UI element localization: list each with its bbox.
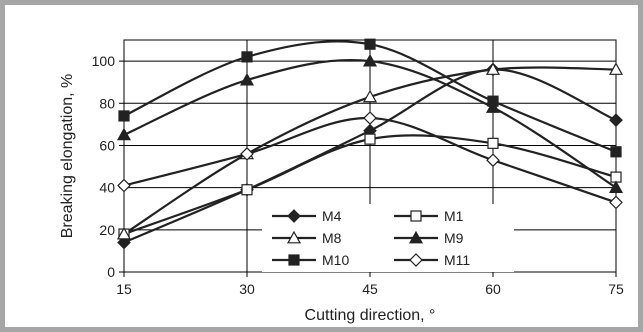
- legend-label-m10: M10: [322, 252, 349, 268]
- x-axis-title: Cutting direction, °: [305, 307, 436, 324]
- legend-marker-m1: [410, 210, 422, 222]
- y-tick-label: 40: [99, 180, 115, 196]
- legend-label-m11: M11: [444, 252, 470, 268]
- legend-marker-m4: [287, 209, 301, 223]
- data-point-m11: [486, 153, 500, 168]
- y-axis-title: Breaking elongation, %: [59, 74, 76, 239]
- data-point-m10: [364, 38, 376, 50]
- x-tick-label: 30: [239, 281, 255, 297]
- x-tick-label: 45: [362, 281, 378, 297]
- legend-marker-m8: [286, 230, 302, 244]
- data-point-m8: [485, 62, 501, 75]
- x-tick-label: 15: [116, 281, 132, 297]
- legend-label-m4: M4: [322, 208, 342, 224]
- y-tick-label: 20: [99, 222, 115, 238]
- legend-label-m1: M1: [444, 208, 464, 224]
- y-tick-label: 100: [92, 53, 116, 69]
- legend-marker-m10: [288, 254, 300, 266]
- data-point-m9: [608, 180, 624, 194]
- data-point-m11: [609, 195, 623, 210]
- y-tick-label: 0: [107, 264, 115, 280]
- data-point-m9: [362, 53, 378, 67]
- legend-label-m8: M8: [322, 230, 342, 246]
- data-point-m9: [239, 72, 255, 86]
- data-point-m1: [364, 133, 376, 145]
- data-point-m8: [608, 62, 624, 75]
- data-point-m9: [485, 100, 501, 113]
- data-point-m11: [240, 147, 254, 161]
- y-tick-label: 80: [99, 95, 115, 111]
- data-point-m9: [116, 127, 132, 141]
- data-point-m11: [117, 178, 131, 193]
- y-tick-label: 60: [99, 137, 115, 153]
- data-point-m8: [116, 226, 132, 240]
- series-markers: [116, 38, 624, 250]
- data-point-m11: [363, 111, 377, 125]
- legend: M4 M1 M8 M9 M10 M11: [262, 204, 514, 272]
- legend-marker-m11: [409, 253, 423, 267]
- data-point-m4: [609, 113, 623, 127]
- data-point-m8: [362, 89, 378, 103]
- data-point-m10: [610, 146, 622, 158]
- data-point-m10: [241, 51, 253, 63]
- tick-labels: 15 30 45 60 75 0 20 40 60 80 100: [92, 53, 624, 297]
- data-point-m1: [241, 184, 253, 196]
- data-point-m1: [487, 137, 499, 149]
- legend-marker-m9: [408, 230, 424, 244]
- x-tick-label: 60: [485, 281, 501, 297]
- data-point-m10: [487, 95, 499, 107]
- legend-label-m9: M9: [444, 230, 464, 246]
- data-point-m10: [118, 110, 130, 122]
- x-tick-label: 75: [608, 281, 624, 297]
